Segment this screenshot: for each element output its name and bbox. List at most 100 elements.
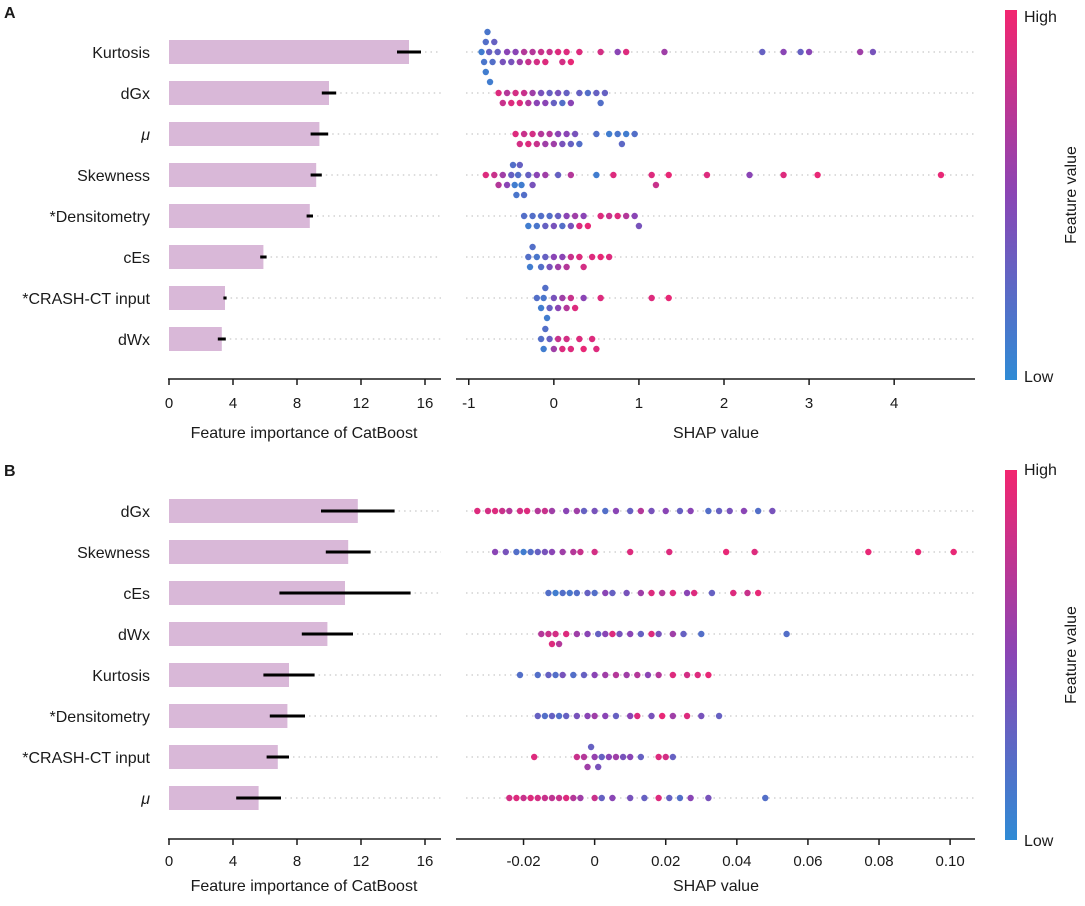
shap-point	[525, 58, 532, 66]
shap-point	[797, 48, 804, 56]
shap-point	[687, 794, 694, 802]
shap-point	[550, 345, 558, 353]
shap-point	[570, 548, 577, 556]
shap-point	[591, 548, 598, 556]
shap-point	[508, 99, 515, 107]
shap-point	[513, 794, 520, 802]
shap-point	[622, 48, 630, 56]
shap-point	[648, 507, 655, 515]
shap-point	[542, 284, 549, 292]
shap-point	[669, 589, 677, 597]
shap-point	[555, 794, 563, 802]
shap-point	[516, 671, 524, 679]
shap-point	[534, 548, 541, 556]
shap-point	[662, 753, 669, 761]
shap-point	[540, 294, 547, 302]
shap-point	[484, 507, 492, 515]
shap-point	[512, 48, 519, 56]
shap-point	[516, 99, 524, 107]
importance-bar	[169, 745, 278, 769]
shap-point	[542, 171, 549, 179]
shap-point	[591, 712, 598, 720]
shap-point	[542, 58, 549, 66]
shap-point	[805, 48, 813, 56]
colorbar-high-label: High	[1024, 462, 1057, 479]
shap-point	[503, 48, 511, 56]
importance-bar	[169, 540, 349, 564]
shap-point	[577, 794, 584, 802]
shap-point	[780, 171, 787, 179]
shap-point	[648, 171, 655, 179]
shap-point	[533, 140, 541, 148]
shap-point	[550, 294, 558, 302]
shap-point	[559, 99, 566, 107]
shap-point	[567, 171, 575, 179]
shap-point	[703, 171, 711, 179]
shap-point	[669, 630, 677, 638]
shap-point	[563, 130, 570, 138]
shap-point	[591, 507, 598, 515]
shap-point	[525, 99, 532, 107]
shap-point	[740, 507, 748, 515]
colorbar: High Low Feature value	[1005, 9, 1080, 386]
shap-point	[726, 507, 733, 515]
shap-point	[563, 212, 570, 220]
shap-tick-label: 0.04	[722, 853, 751, 870]
importance-bar	[169, 622, 328, 646]
shap-point	[546, 335, 553, 343]
shap-point	[499, 507, 506, 515]
shap-point	[783, 630, 790, 638]
shap-point	[612, 712, 620, 720]
shap-point	[506, 794, 513, 802]
shap-point	[537, 48, 545, 56]
importance-tick-label: 4	[229, 853, 237, 870]
shap-point	[593, 345, 600, 353]
shap-point	[486, 78, 494, 86]
shap-point	[655, 671, 662, 679]
shap-point	[609, 630, 616, 638]
shap-point	[546, 263, 553, 271]
shap-point	[537, 130, 545, 138]
shap-point	[626, 507, 634, 515]
shap-point	[546, 130, 553, 138]
colorbar-title: Feature value	[1063, 606, 1080, 704]
shap-point	[584, 712, 591, 720]
shap-point	[626, 794, 634, 802]
shap-point	[552, 630, 559, 638]
shap-point	[751, 548, 758, 556]
shap-point	[597, 212, 604, 220]
shap-point	[576, 48, 583, 56]
shap-point	[602, 671, 609, 679]
shap-point	[559, 253, 566, 261]
shap-point	[559, 294, 566, 302]
feature-label: Skewness	[77, 545, 150, 562]
shap-point	[573, 507, 581, 515]
shap-axis-title: SHAP value	[673, 425, 759, 442]
feature-label: Skewness	[77, 168, 150, 185]
importance-tick-label: 16	[417, 853, 434, 870]
shap-point	[495, 89, 502, 97]
shap-point	[602, 630, 609, 638]
shap-point	[762, 794, 769, 802]
feature-label: *CRASH-CT input	[22, 750, 150, 767]
shap-point	[542, 99, 549, 107]
shap-point	[683, 589, 691, 597]
shap-point	[554, 263, 562, 271]
shap-point	[508, 171, 515, 179]
colorbar-high-label: High	[1024, 9, 1057, 26]
shap-point	[550, 253, 558, 261]
shap-point	[566, 589, 573, 597]
importance-axis-title: Feature importance of CatBoost	[191, 425, 418, 442]
shap-point	[529, 130, 536, 138]
shap-point	[555, 712, 563, 720]
shap-point	[577, 548, 584, 556]
shap-point	[485, 48, 493, 56]
shap-point	[865, 548, 872, 556]
importance-tick-label: 12	[353, 395, 370, 412]
shap-point	[744, 589, 751, 597]
shap-point	[637, 507, 645, 515]
importance-tick-label: 4	[229, 395, 237, 412]
shap-point	[513, 548, 520, 556]
shap-point	[525, 222, 532, 230]
shap-point	[612, 753, 620, 761]
